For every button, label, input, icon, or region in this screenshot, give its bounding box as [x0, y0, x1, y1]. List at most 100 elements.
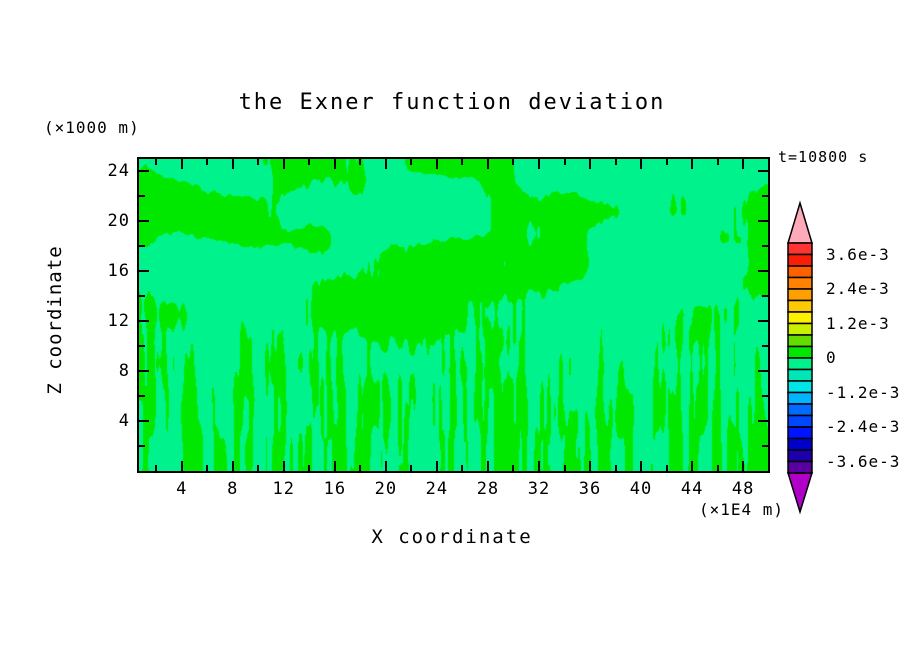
x-axis-minor-tick — [512, 465, 515, 471]
x-axis-label: X coordinate — [371, 526, 533, 548]
page-title: the Exner function deviation — [238, 90, 666, 115]
x-axis-tick-label: 8 — [227, 479, 239, 499]
x-axis-tick-label: 36 — [578, 479, 602, 499]
x-axis-minor-tick — [155, 159, 158, 165]
x-axis-major-tick — [435, 159, 438, 169]
y-axis-tick-label: 12 — [107, 311, 130, 332]
colorbar-segment — [787, 253, 813, 267]
y-axis-major-tick — [758, 420, 768, 423]
colorbar-segment — [787, 449, 813, 463]
x-axis-minor-tick — [257, 159, 260, 165]
x-axis-minor-tick — [716, 465, 719, 471]
x-axis-major-tick — [742, 159, 745, 169]
x-axis-tick-label: 4 — [176, 479, 188, 499]
colorbar-segment — [787, 345, 813, 359]
y-axis-minor-tick — [139, 245, 145, 248]
x-axis-major-tick — [333, 461, 336, 471]
colorbar-segment — [787, 380, 813, 394]
x-axis-tick-label: 32 — [527, 479, 551, 499]
colorbar-segment — [787, 414, 813, 428]
x-axis-major-tick — [435, 461, 438, 471]
x-axis-major-tick — [180, 461, 183, 471]
x-axis-tick-label: 24 — [425, 479, 449, 499]
colorbar-segment — [787, 403, 813, 417]
x-axis-major-tick — [742, 461, 745, 471]
y-axis-tick-label: 24 — [107, 161, 130, 182]
colorbar-bottom-arrow — [786, 472, 814, 515]
colorbar-tick-label: -1.2e-3 — [826, 382, 901, 402]
x-axis-minor-tick — [665, 159, 668, 165]
x-axis-minor-tick — [308, 465, 311, 471]
x-axis-tick-label: 12 — [272, 479, 296, 499]
x-axis-minor-tick — [665, 465, 668, 471]
colorbar-segment — [787, 368, 813, 382]
y-axis-major-tick — [758, 320, 768, 323]
y-axis-major-tick — [758, 270, 768, 273]
colorbar-segment — [787, 437, 813, 451]
x-axis-minor-tick — [716, 159, 719, 165]
x-axis-minor-tick — [155, 465, 158, 471]
x-axis-major-tick — [486, 159, 489, 169]
x-axis-major-tick — [282, 461, 285, 471]
colorbar-segment — [787, 311, 813, 325]
y-axis-minor-tick — [139, 345, 145, 348]
x-axis-tick-label: 44 — [680, 479, 704, 499]
y-axis-major-tick — [758, 220, 768, 223]
x-axis-tick-label: 28 — [476, 479, 500, 499]
x-axis-minor-tick — [206, 465, 209, 471]
y-axis-tick-label: 16 — [107, 261, 130, 282]
y-axis-major-tick — [139, 270, 149, 273]
x-axis-major-tick — [537, 461, 540, 471]
x-axis-major-tick — [180, 159, 183, 169]
colorbar-tick-label: -2.4e-3 — [826, 417, 901, 436]
y-axis-major-tick — [139, 220, 149, 223]
colorbar-segment — [787, 334, 813, 348]
colorbar-segment — [787, 288, 813, 302]
colorbar-segment — [787, 299, 813, 313]
y-axis-minor-tick — [139, 395, 145, 398]
colorbar-tick-label: 2.4e-3 — [826, 279, 890, 298]
contour-plot-frame — [137, 157, 770, 473]
y-axis-tick-label: 4 — [118, 411, 130, 432]
x-axis-major-tick — [640, 461, 643, 471]
y-axis-tick-label: 8 — [118, 361, 130, 382]
x-axis-minor-tick — [461, 465, 464, 471]
y-axis-minor-tick — [762, 445, 768, 448]
x-axis-minor-tick — [257, 465, 260, 471]
y-axis-major-tick — [139, 170, 149, 173]
x-axis-minor-tick — [206, 159, 209, 165]
x-axis-minor-tick — [359, 159, 362, 165]
y-axis-unit-label: (×1000 m) — [44, 118, 140, 137]
x-axis-minor-tick — [410, 159, 413, 165]
colorbar-segment — [787, 276, 813, 290]
colorbar-segment — [787, 322, 813, 336]
colorbar-segment — [787, 357, 813, 371]
y-axis-major-tick — [139, 420, 149, 423]
x-axis-minor-tick — [614, 159, 617, 165]
y-axis-minor-tick — [139, 295, 145, 298]
colorbar-segment — [787, 265, 813, 279]
y-axis-minor-tick — [762, 395, 768, 398]
x-axis-major-tick — [231, 461, 234, 471]
x-axis-major-tick — [282, 159, 285, 169]
x-axis-major-tick — [640, 159, 643, 169]
x-axis-major-tick — [384, 159, 387, 169]
x-axis-major-tick — [691, 461, 694, 471]
colorbar-segment — [787, 391, 813, 405]
x-axis-tick-label: 20 — [374, 479, 398, 499]
x-axis-major-tick — [589, 461, 592, 471]
time-stamp-label: t=10800 s — [778, 148, 869, 166]
x-axis-major-tick — [691, 159, 694, 169]
x-axis-minor-tick — [461, 159, 464, 165]
y-axis-major-tick — [139, 320, 149, 323]
x-axis-major-tick — [384, 461, 387, 471]
x-axis-major-tick — [231, 159, 234, 169]
x-axis-minor-tick — [563, 465, 566, 471]
x-axis-minor-tick — [512, 159, 515, 165]
y-axis-minor-tick — [762, 345, 768, 348]
colorbar-segment — [787, 460, 813, 474]
x-axis-minor-tick — [614, 465, 617, 471]
y-axis-minor-tick — [762, 295, 768, 298]
y-axis-major-tick — [139, 370, 149, 373]
